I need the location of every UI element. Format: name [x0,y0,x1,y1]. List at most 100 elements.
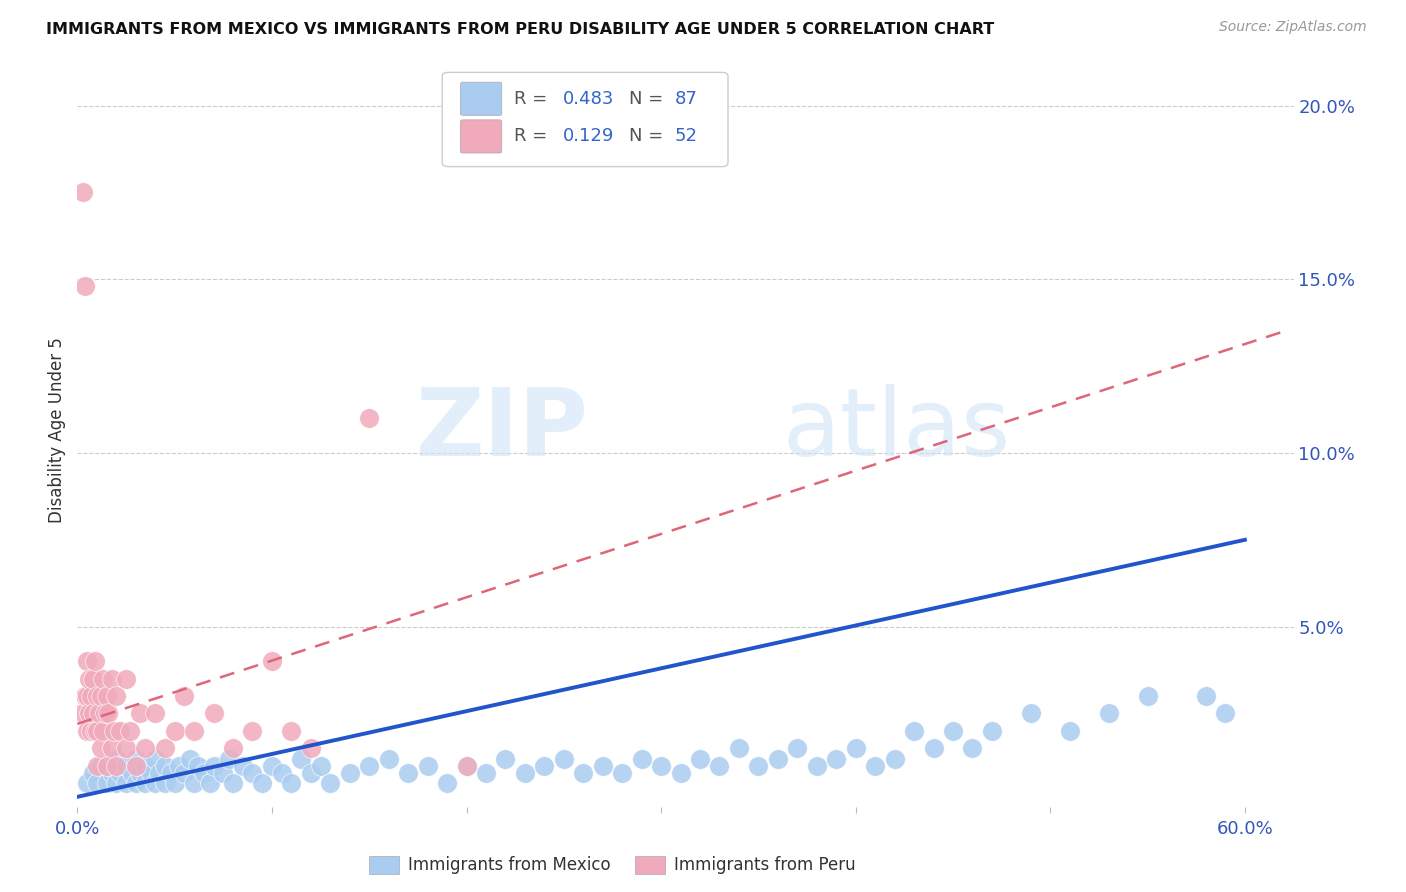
Point [153,741,176,756]
Point [1019,706,1042,721]
Point [101,672,124,686]
Point [299,741,322,756]
Point [82,706,104,721]
Point [533,758,555,772]
Point [612,765,634,780]
Point [1059,723,1081,738]
Point [290,751,312,765]
Point [115,741,138,756]
Point [101,765,124,780]
Point [115,672,138,686]
Text: N =: N = [630,128,669,145]
Point [91,723,114,738]
Legend: Immigrants from Mexico, Immigrants from Peru: Immigrants from Mexico, Immigrants from … [370,855,855,874]
Point [669,765,692,780]
Point [96,689,118,703]
Point [436,776,458,790]
Point [942,723,965,738]
Point [260,654,283,668]
Point [96,776,118,790]
Point [242,765,264,780]
Point [280,723,302,738]
Text: IMMIGRANTS FROM MEXICO VS IMMIGRANTS FROM PERU DISABILITY AGE UNDER 5 CORRELATIO: IMMIGRANTS FROM MEXICO VS IMMIGRANTS FRO… [46,22,994,37]
Point [153,776,176,790]
Point [80,689,103,703]
Point [475,765,498,780]
FancyBboxPatch shape [443,72,728,167]
Point [143,776,166,790]
Point [103,723,125,738]
Point [72,186,94,200]
Point [77,672,100,686]
Text: 0.129: 0.129 [562,128,614,145]
Point [173,689,195,703]
Point [212,765,235,780]
Point [86,776,108,790]
Point [143,706,166,721]
Point [141,765,163,780]
FancyBboxPatch shape [460,120,502,153]
Point [806,758,828,772]
Point [125,776,148,790]
Point [148,765,170,780]
Point [76,654,98,668]
Point [396,765,419,780]
Point [202,706,225,721]
Point [87,706,110,721]
Text: R =: R = [515,128,553,145]
Point [1195,689,1218,703]
Point [163,723,186,738]
Point [90,741,112,756]
Point [845,741,868,756]
Point [1098,706,1121,721]
Point [863,758,886,772]
Point [82,672,104,686]
Point [118,723,141,738]
Point [592,758,614,772]
Point [115,776,138,790]
Point [339,765,361,780]
Point [93,706,115,721]
FancyBboxPatch shape [460,82,502,115]
Point [76,689,98,703]
Point [128,706,150,721]
Point [198,776,221,790]
Point [96,758,118,772]
Point [218,751,240,765]
Point [91,672,114,686]
Point [86,723,108,738]
Point [173,765,195,780]
Point [159,765,181,780]
Point [90,689,112,703]
Point [962,741,984,756]
Point [125,751,148,765]
Point [86,758,108,772]
Point [121,765,143,780]
Point [260,758,283,772]
Point [187,758,209,772]
Point [82,765,104,780]
Point [105,689,128,703]
Y-axis label: Disability Age Under 5: Disability Age Under 5 [48,337,66,524]
Point [242,723,264,738]
Point [115,758,138,772]
Point [76,723,98,738]
Point [1215,706,1237,721]
Point [319,776,342,790]
Text: 87: 87 [675,90,697,108]
Point [183,723,205,738]
Point [83,654,105,668]
Point [86,689,108,703]
Point [134,776,156,790]
Point [90,758,112,772]
Point [250,776,273,790]
Text: R =: R = [515,90,553,108]
Point [650,758,672,772]
Point [377,751,399,765]
Point [83,723,105,738]
Point [689,751,711,765]
Point [630,751,652,765]
Text: ZIP: ZIP [415,384,588,476]
Point [766,751,789,765]
Point [108,765,131,780]
